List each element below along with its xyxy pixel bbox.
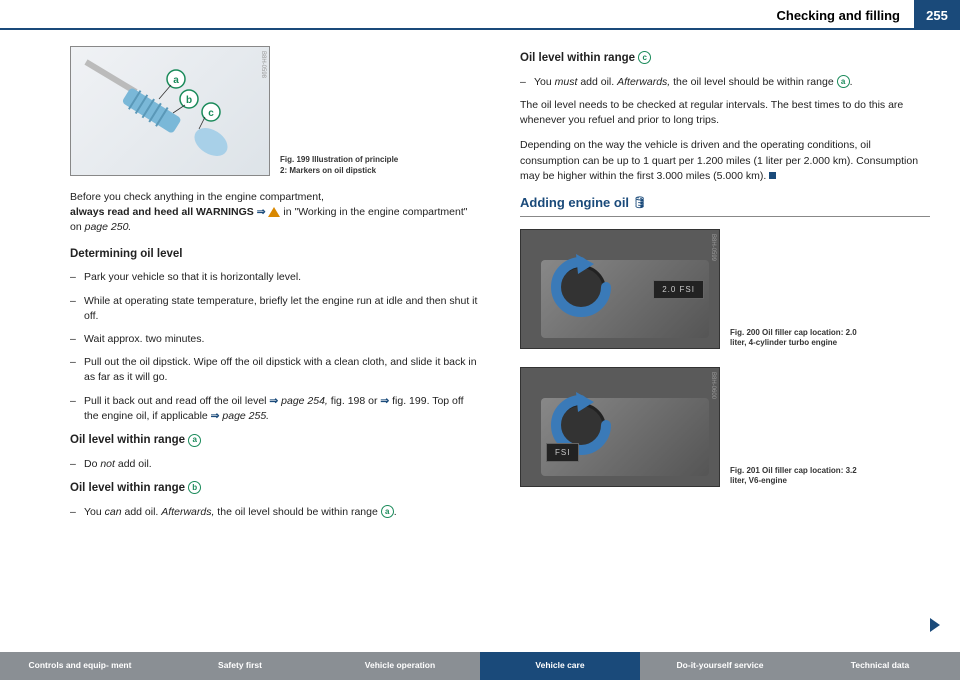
dash-icon: – — [70, 505, 84, 520]
marker-b-icon: b — [188, 481, 201, 494]
dash-icon: – — [70, 294, 84, 324]
tab-controls[interactable]: Controls and equip- ment — [0, 652, 160, 680]
tab-operation[interactable]: Vehicle operation — [320, 652, 480, 680]
marker-a-icon: a — [837, 75, 850, 88]
figure-201-code: B8H-0600 — [708, 372, 717, 399]
dash-icon: – — [70, 394, 84, 424]
arrow-icon: ⇒ — [269, 395, 281, 407]
range-b-bullet: – You can add oil. Afterwards, the oil l… — [70, 505, 480, 520]
heading-adding-oil: Adding engine oil 🛢 — [520, 194, 930, 217]
marker-a-icon: a — [188, 434, 201, 447]
bullet-2-text: While at operating state temperature, br… — [84, 294, 480, 324]
dash-icon: – — [70, 355, 84, 385]
figure-200-image: 2.0 FSI B8H-0599 — [520, 229, 720, 349]
heading-range-c: Oil level within range c — [520, 50, 930, 67]
intro-paragraph: Before you check anything in the engine … — [70, 190, 480, 236]
figure-199-caption: Fig. 199 Illustration of principle 2: Ma… — [280, 155, 400, 176]
figure-200-code: B8H-0599 — [708, 234, 717, 261]
figure-200-caption: Fig. 200 Oil filler cap location: 2.0 li… — [730, 328, 860, 349]
marker-a-icon: a — [381, 505, 394, 518]
footer-tabs: Controls and equip- ment Safety first Ve… — [0, 652, 960, 680]
figure-199-row: a b c B8H-0598 Fig. 199 Illustration of … — [70, 46, 480, 176]
paragraph-consumption: Depending on the way the vehicle is driv… — [520, 138, 930, 184]
bullet-4-text: Pull out the oil dipstick. Wipe off the … — [84, 355, 480, 385]
rotation-arrow-icon — [546, 252, 616, 322]
range-a-bullet: – Do not add oil. — [70, 457, 480, 472]
right-column: Oil level within range c – You must add … — [520, 46, 930, 640]
heading-range-b: Oil level within range b — [70, 480, 480, 497]
arrow-icon: ⇒ — [211, 410, 223, 422]
warning-triangle-icon — [268, 207, 280, 217]
content-area: a b c B8H-0598 Fig. 199 Illustration of … — [70, 46, 930, 640]
end-marker-icon — [769, 172, 776, 179]
bullet-5-text: Pull it back out and read off the oil le… — [84, 394, 480, 424]
figure-201-caption: Fig. 201 Oil filler cap location: 3.2 li… — [730, 466, 860, 487]
dash-icon: – — [70, 332, 84, 347]
intro-warning-bold: always read and heed all WARNINGS — [70, 206, 254, 218]
arrow-icon: ⇒ — [257, 206, 269, 218]
range-c-bullet: – You must add oil. Afterwards, the oil … — [520, 75, 930, 90]
engine-badge: FSI — [546, 443, 579, 463]
svg-text:c: c — [208, 108, 214, 119]
marker-c-icon: c — [638, 51, 651, 64]
svg-text:a: a — [173, 75, 179, 86]
bullet-3: – Wait approx. two minutes. — [70, 332, 480, 347]
dipstick-illustration: a b c — [81, 57, 261, 167]
header-title: Checking and filling — [776, 8, 900, 23]
tab-technical[interactable]: Technical data — [800, 652, 960, 680]
figure-199-image: a b c B8H-0598 — [70, 46, 270, 176]
svg-text:b: b — [186, 95, 192, 106]
engine-badge: 2.0 FSI — [653, 280, 704, 300]
bullet-1: – Park your vehicle so that it is horizo… — [70, 270, 480, 285]
header-rule — [0, 28, 960, 30]
figure-201-image: FSI B8H-0600 — [520, 367, 720, 487]
heading-range-a: Oil level within range a — [70, 432, 480, 449]
dash-icon: – — [70, 270, 84, 285]
tab-vehicle-care[interactable]: Vehicle care — [480, 652, 640, 680]
dash-icon: – — [520, 75, 534, 90]
figure-199-code: B8H-0598 — [258, 51, 267, 78]
oil-can-icon: 🛢 — [633, 196, 647, 212]
bullet-4: – Pull out the oil dipstick. Wipe off th… — [70, 355, 480, 385]
dash-icon: – — [70, 457, 84, 472]
heading-determining: Determining oil level — [70, 246, 480, 263]
bullet-2: – While at operating state temperature, … — [70, 294, 480, 324]
continue-arrow-icon — [930, 618, 940, 632]
figure-201-row: FSI B8H-0600 Fig. 201 Oil filler cap loc… — [520, 367, 930, 487]
tab-safety[interactable]: Safety first — [160, 652, 320, 680]
bullet-1-text: Park your vehicle so that it is horizont… — [84, 270, 480, 285]
intro-page-ref: page 250. — [85, 221, 132, 233]
arrow-icon: ⇒ — [380, 395, 389, 407]
page-number: 255 — [914, 0, 960, 30]
paragraph-check-intervals: The oil level needs to be checked at reg… — [520, 98, 930, 128]
tab-diy[interactable]: Do-it-yourself service — [640, 652, 800, 680]
figure-200-row: 2.0 FSI B8H-0599 Fig. 200 Oil filler cap… — [520, 229, 930, 349]
intro-text-1: Before you check anything in the engine … — [70, 191, 324, 203]
left-column: a b c B8H-0598 Fig. 199 Illustration of … — [70, 46, 480, 640]
bullet-5: – Pull it back out and read off the oil … — [70, 394, 480, 424]
bullet-3-text: Wait approx. two minutes. — [84, 332, 480, 347]
